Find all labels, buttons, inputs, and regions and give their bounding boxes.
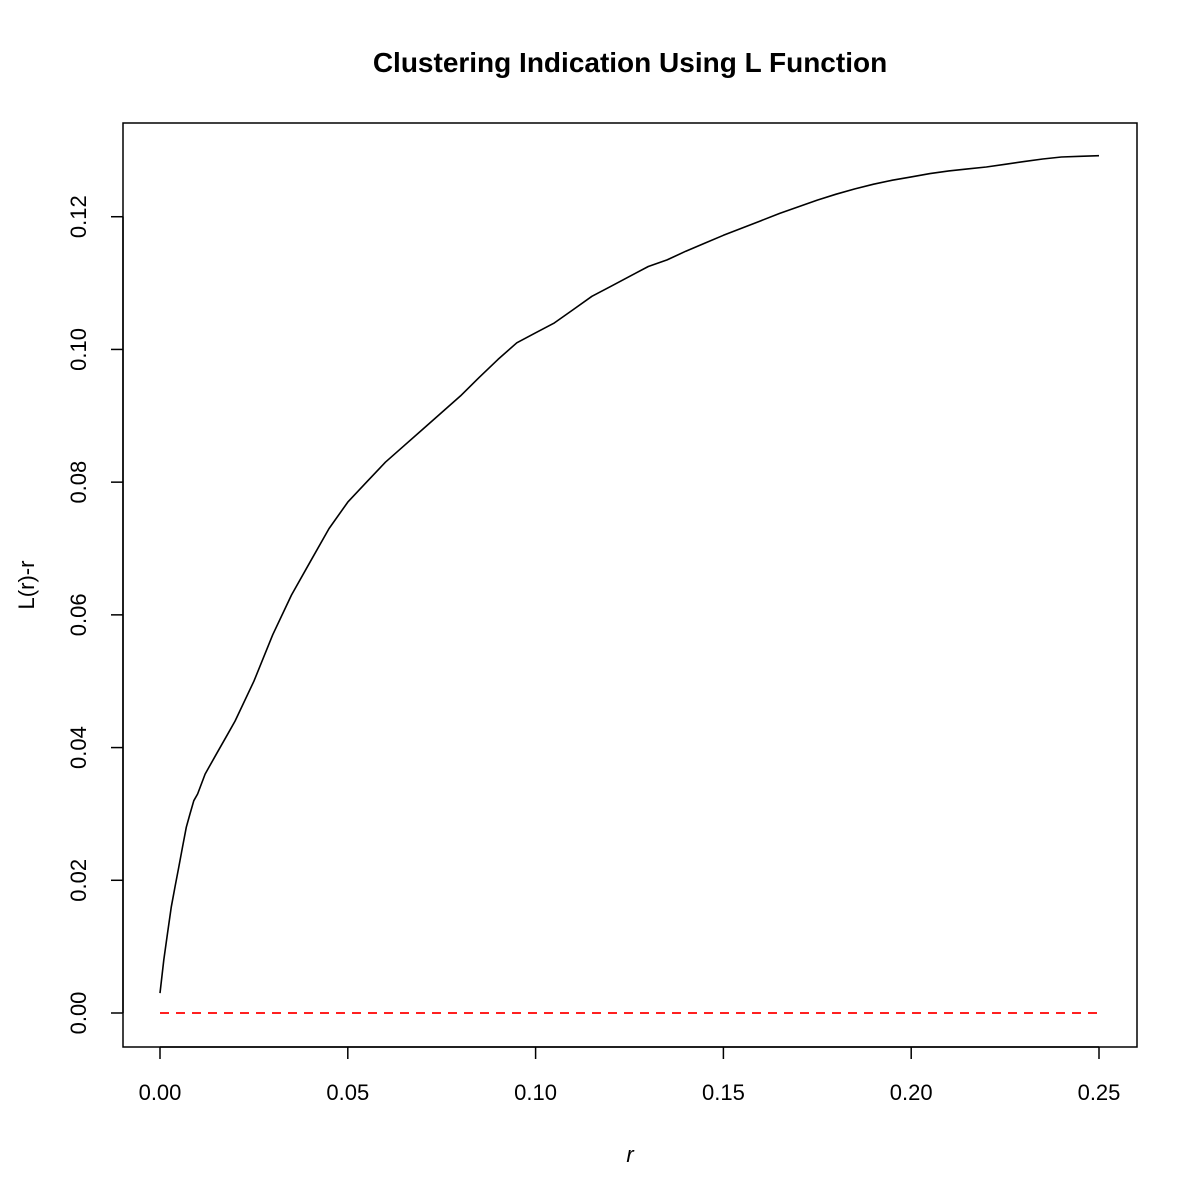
x-axis: 0.00 0.05 0.10 0.15 0.20 0.25 — [139, 1046, 1121, 1105]
chart-title: Clustering Indication Using L Function — [373, 47, 887, 78]
l-function-line — [159, 154, 1100, 994]
y-tick-label-4: 0.08 — [66, 461, 91, 504]
x-tick-label-5: 0.25 — [1078, 1080, 1121, 1105]
x-tick-label-2: 0.10 — [514, 1080, 557, 1105]
y-tick-label-5: 0.10 — [66, 328, 91, 371]
x-axis-label: r — [626, 1142, 635, 1167]
y-tick-label-3: 0.06 — [66, 593, 91, 636]
y-tick-label-2: 0.04 — [66, 726, 91, 769]
y-tick-label-1: 0.02 — [66, 859, 91, 902]
plot-frame — [122, 122, 1138, 1048]
y-axis-label: L(r)-r — [14, 561, 39, 610]
y-tick-label-6: 0.12 — [66, 195, 91, 238]
x-tick-label-3: 0.15 — [702, 1080, 745, 1105]
x-tick-label-1: 0.05 — [326, 1080, 369, 1105]
x-tick-label-4: 0.20 — [890, 1080, 933, 1105]
x-tick-label-0: 0.00 — [139, 1080, 182, 1105]
series-layer — [159, 154, 1100, 1014]
y-axis: 0.00 0.02 0.04 0.06 0.08 0.10 0.12 — [66, 195, 124, 1035]
y-tick-label-0: 0.00 — [66, 992, 91, 1035]
